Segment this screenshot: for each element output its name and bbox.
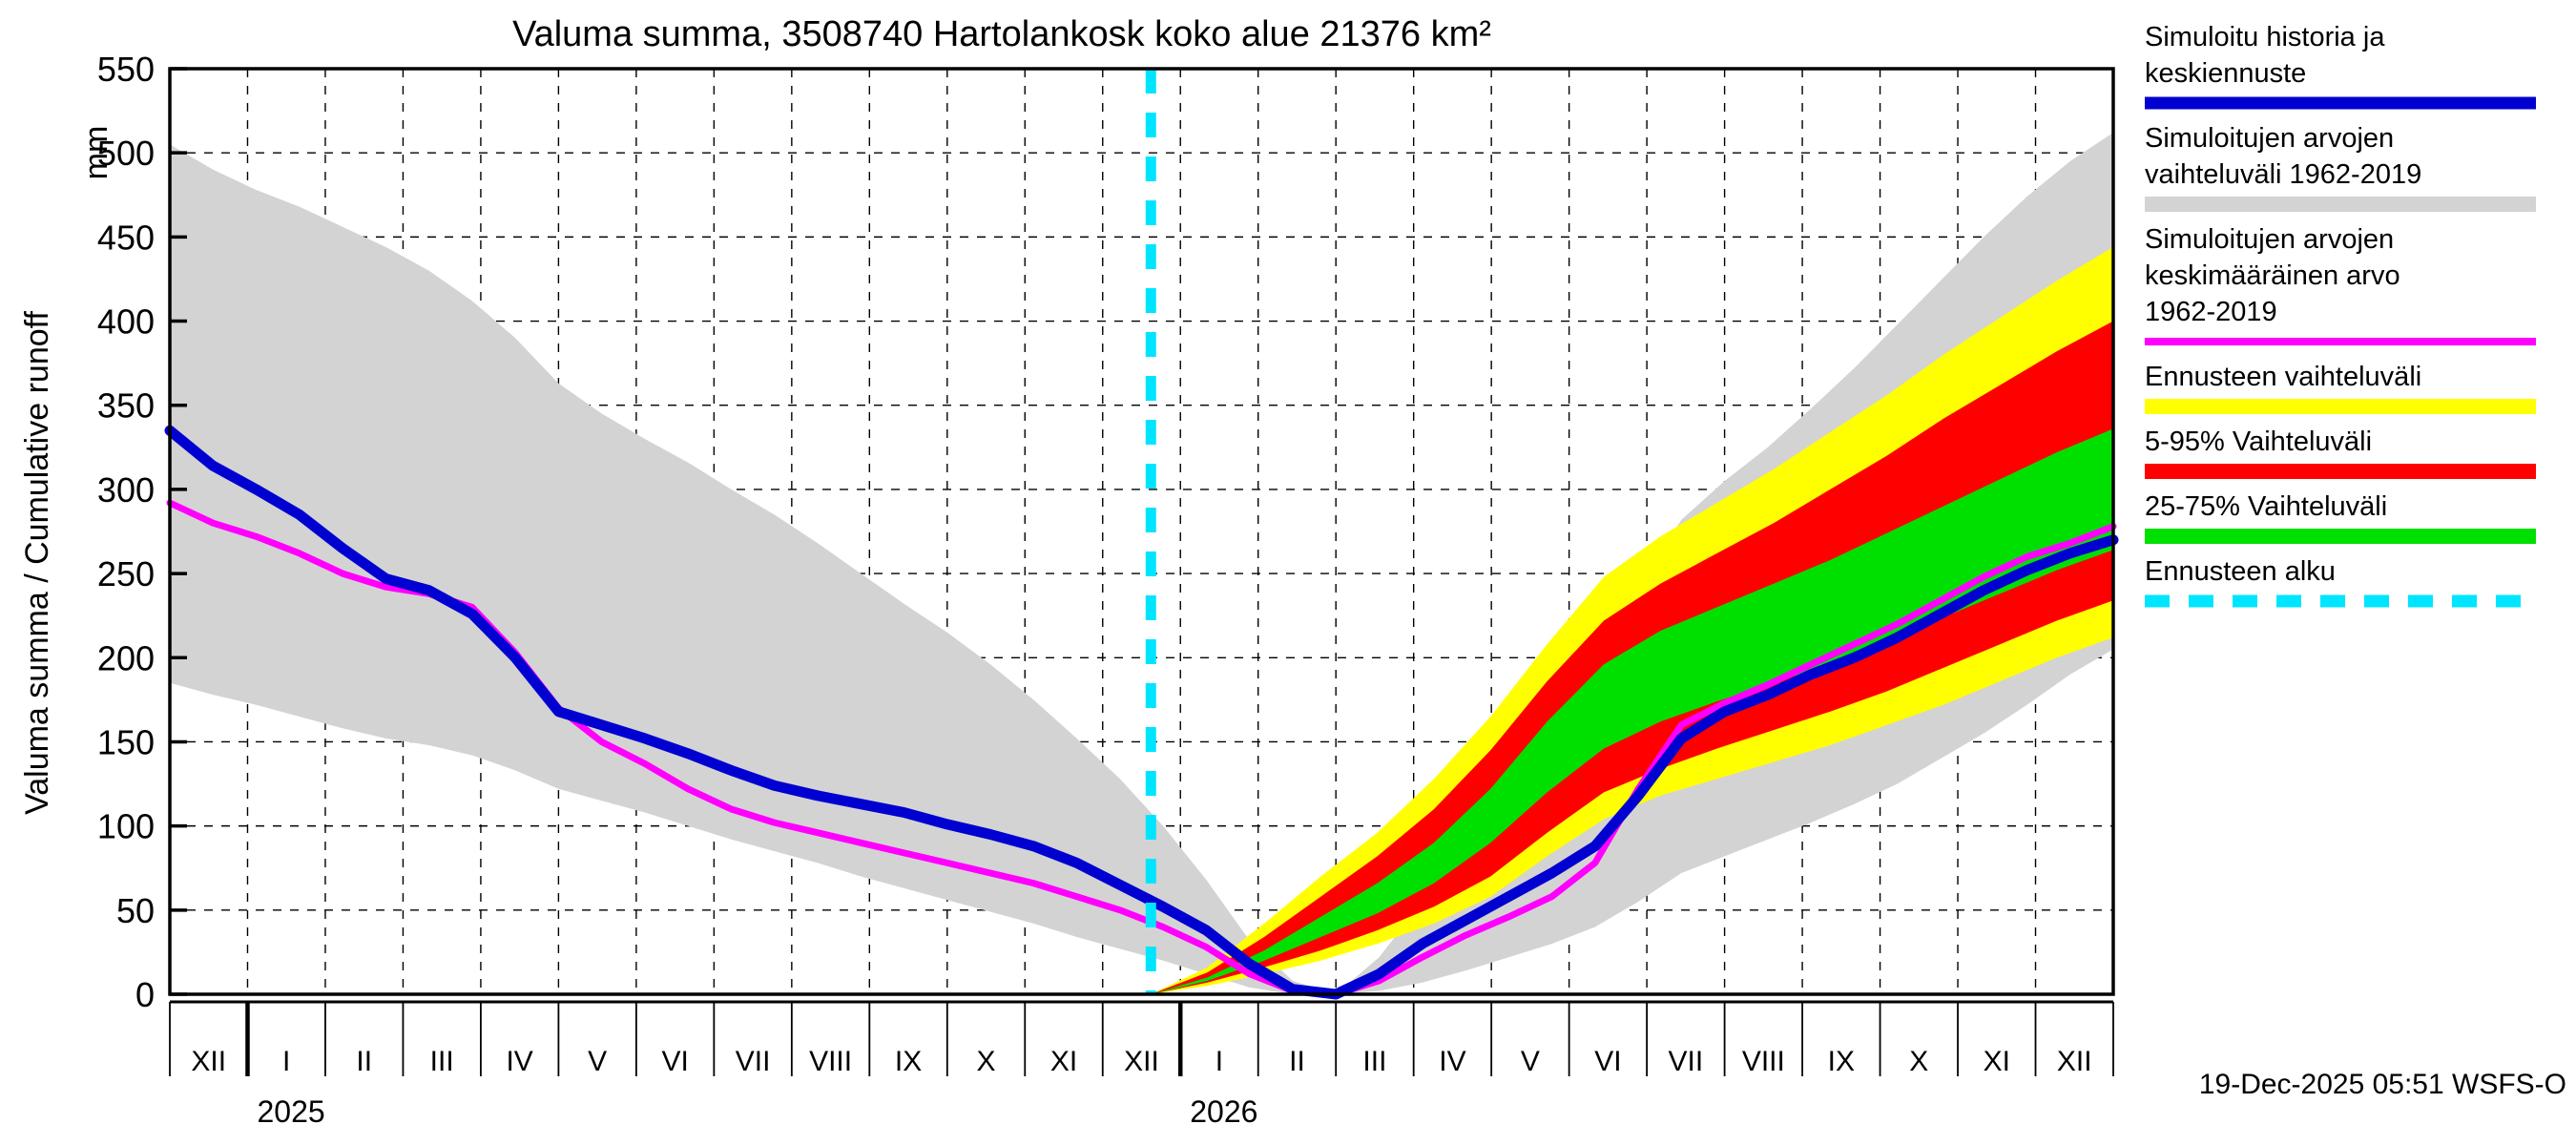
x-tick-label-VII: VII <box>1669 1046 1704 1077</box>
legend-label-1: vaihteluväli 1962-2019 <box>2145 159 2421 190</box>
x-tick-label-II: II <box>356 1046 372 1077</box>
legend-label-2: keskimääräinen arvo <box>2145 260 2400 291</box>
legend-label-2: Simuloitujen arvojen <box>2145 224 2394 255</box>
legend-label-4: 5-95% Vaihteluväli <box>2145 427 2372 457</box>
legend-label-2: 1962-2019 <box>2145 297 2277 327</box>
x-tick-label-VIII: VIII <box>809 1046 852 1077</box>
x-tick-label-V: V <box>588 1046 607 1077</box>
y-tick-label: 400 <box>97 302 155 342</box>
axes <box>168 67 2115 996</box>
x-axis-year-labels: 2025 2026 <box>257 1094 1257 1129</box>
x-tick-label-VI: VI <box>661 1046 688 1077</box>
forecast-band-00e000 <box>1151 428 2113 994</box>
y-tick-label: 350 <box>97 386 155 426</box>
legend-label-3: Ennusteen vaihteluväli <box>2145 362 2421 392</box>
chart-legend: Simuloitu historia ja keskiennuste Simuloi… <box>2145 22 2536 608</box>
y-axis-unit: mm <box>78 126 114 180</box>
y-tick-label: 200 <box>97 638 155 677</box>
legend-label-0: keskiennuste <box>2145 58 2306 89</box>
plot-frame <box>168 67 2115 996</box>
simulated-history-line <box>164 425 2119 1000</box>
legend-swatch-5 <box>2145 529 2536 544</box>
legend-label-6: Ennusteen alku <box>2145 556 2336 587</box>
x-tick-label-XI: XI <box>1984 1046 2010 1077</box>
y-tick-label: 550 <box>97 50 155 89</box>
y-tick-label: 500 <box>97 134 155 173</box>
y-tick-label: 450 <box>97 218 155 257</box>
legend-label-5: 25-75% Vaihteluväli <box>2145 491 2387 522</box>
x-tick-label-VIII: VIII <box>1742 1046 1785 1077</box>
x-tick-label-II: II <box>1289 1046 1305 1077</box>
series-lines <box>164 425 2119 1000</box>
x-axis-month-ticks: XII I II III IV V VI VII VIII IX X XI XII I II III IV V VI… <box>169 1000 2114 1077</box>
y-tick-label: 0 <box>135 975 155 1014</box>
y-axis-title: Valuma summa / Cumulative runoff <box>19 311 55 815</box>
x-tick-label-IV: IV <box>1439 1046 1465 1077</box>
y-tick-label: 300 <box>97 470 155 510</box>
x-tick-label-XI: XI <box>1050 1046 1077 1077</box>
x-tick-label-IX: IX <box>1828 1046 1855 1077</box>
x-tick-label-III: III <box>1362 1046 1386 1077</box>
x-tick-label-XII: XII <box>1124 1046 1159 1077</box>
x-tick-label-IV: IV <box>506 1046 532 1077</box>
x-tick-label-XII: XII <box>2057 1046 2092 1077</box>
x-tick-label-X: X <box>977 1046 996 1077</box>
x-tick-label-IX: IX <box>895 1046 922 1077</box>
legend-swatch-1 <box>2145 197 2536 212</box>
uncertainty-bands <box>170 133 2113 994</box>
y-tick-label: 100 <box>97 807 155 846</box>
y-tick-label: 50 <box>116 891 155 930</box>
x-tick-label-III: III <box>430 1046 454 1077</box>
legend-swatch-4 <box>2145 464 2536 479</box>
page-title: Valuma summa, 3508740 Hartolankosk koko … <box>512 14 1491 54</box>
x-tick-label-XII: XII <box>191 1046 226 1077</box>
x-axis-year-label: 2025 <box>257 1094 324 1129</box>
x-tick-label-VI: VI <box>1594 1046 1621 1077</box>
timestamp-stamp: 19-Dec-2025 05:51 WSFS-O <box>2199 1069 2566 1100</box>
x-axis-year-label: 2026 <box>1190 1094 1257 1129</box>
legend-swatch-3 <box>2145 399 2536 414</box>
legend-label-0: Simuloitu historia ja <box>2145 22 2385 52</box>
x-tick-label-X: X <box>1909 1046 1928 1077</box>
x-tick-label-I: I <box>1215 1046 1223 1077</box>
y-tick-label: 150 <box>97 722 155 761</box>
y-tick-label: 250 <box>97 554 155 593</box>
legend-label-1: Simuloitujen arvojen <box>2145 123 2394 154</box>
x-tick-label-V: V <box>1521 1046 1540 1077</box>
x-tick-label-I: I <box>282 1046 290 1077</box>
x-tick-label-VII: VII <box>736 1046 771 1077</box>
